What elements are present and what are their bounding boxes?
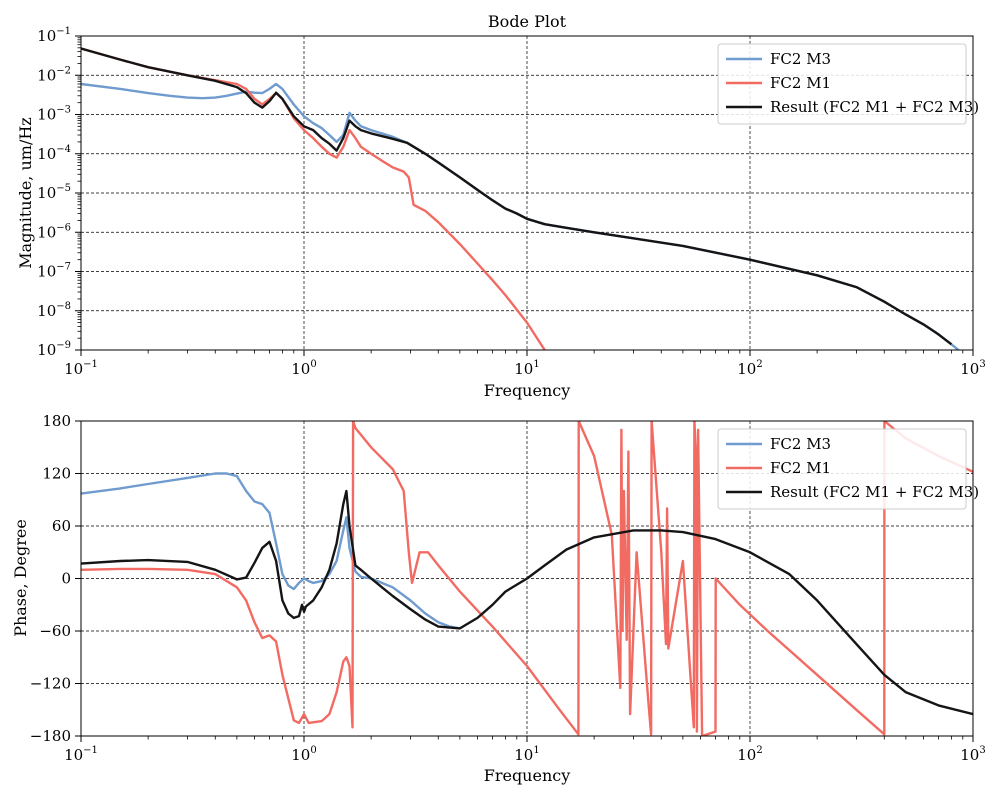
y-tick-label: 10−5 <box>37 183 71 202</box>
y-tick-label: −180 <box>30 727 71 745</box>
x-tick-base: 10 <box>291 360 310 378</box>
phase-xlabel: Frequency <box>484 766 571 785</box>
x-tick-base: 10 <box>514 360 533 378</box>
legend-label-3: Result (FC2 M1 + FC2 M3) <box>770 98 979 116</box>
y-tick-label: 0 <box>61 570 71 588</box>
y-tick-base: 10 <box>37 145 56 163</box>
y-tick-base: 10 <box>37 223 56 241</box>
y-tick-base: 10 <box>37 106 56 124</box>
x-tick-exponent: 3 <box>979 745 985 756</box>
y-tick-exponent: −7 <box>56 262 71 273</box>
x-tick-label: 102 <box>737 745 762 764</box>
x-tick-base: 10 <box>64 360 83 378</box>
x-tick-exponent: −1 <box>83 745 98 756</box>
x-tick-label: 101 <box>514 745 539 764</box>
x-tick-label: 10−1 <box>64 359 98 378</box>
x-tick-label: 100 <box>291 745 316 764</box>
magnitude-title: Bode Plot <box>488 12 567 31</box>
x-tick-base: 10 <box>737 360 756 378</box>
phase-ylabel: Phase, Degree <box>11 519 30 637</box>
y-tick-base: 10 <box>37 263 56 281</box>
magnitude-plot-frame <box>80 35 974 351</box>
legend-label-1: FC2 M3 <box>770 50 831 68</box>
x-tick-base: 10 <box>960 746 979 764</box>
x-tick-label: 102 <box>737 359 762 378</box>
y-tick-exponent: −3 <box>56 105 71 116</box>
magnitude-ylabel: Magnitude, um/Hz <box>16 117 35 268</box>
y-tick-label: 10−8 <box>37 301 71 320</box>
y-tick-exponent: −4 <box>56 144 71 155</box>
y-tick-base: 10 <box>37 341 56 359</box>
series-line-1 <box>81 472 461 630</box>
y-tick-label: 10−2 <box>37 65 71 84</box>
x-tick-base: 10 <box>291 746 310 764</box>
magnitude-ticks: 10−1 100 101 102 10310−110−210−310−410−510−6… <box>37 26 986 378</box>
x-tick-label: 100 <box>291 359 316 378</box>
x-tick-label: 10−1 <box>64 745 98 764</box>
y-tick-label: 10−3 <box>37 105 71 124</box>
legend-label-2: FC2 M1 <box>770 459 831 477</box>
magnitude-legend: FC2 M3 FC2 M1 Result (FC2 M1 + FC2 M3) <box>717 43 979 125</box>
y-tick-base: 10 <box>37 66 56 84</box>
magnitude-series <box>81 47 961 350</box>
phase-legend: FC2 M3 FC2 M1 Result (FC2 M1 + FC2 M3) <box>717 428 979 510</box>
y-tick-exponent: −8 <box>56 301 71 312</box>
y-tick-label: −120 <box>30 675 71 693</box>
series-line-3 <box>81 47 953 346</box>
x-tick-exponent: −1 <box>83 359 98 370</box>
magnitude-xlabel: Frequency <box>484 381 571 400</box>
y-tick-label: −60 <box>39 622 71 640</box>
legend-box <box>717 428 967 510</box>
y-tick-base: 10 <box>37 27 56 45</box>
series-line-2 <box>81 421 973 736</box>
x-tick-label: 103 <box>960 745 985 764</box>
series-line-2 <box>81 47 546 350</box>
legend-box <box>717 43 967 125</box>
x-tick-base: 10 <box>514 746 533 764</box>
x-tick-exponent: 0 <box>310 359 316 370</box>
y-tick-exponent: −5 <box>56 183 71 194</box>
legend-label-3: Result (FC2 M1 + FC2 M3) <box>770 483 979 501</box>
x-tick-base: 10 <box>64 746 83 764</box>
x-tick-exponent: 0 <box>310 745 316 756</box>
y-tick-exponent: −2 <box>56 65 71 76</box>
y-tick-label: 180 <box>42 412 71 430</box>
y-tick-label: 10−1 <box>37 26 71 45</box>
phase-plot-frame <box>80 420 974 737</box>
y-tick-label: 120 <box>42 465 71 483</box>
legend-label-2: FC2 M1 <box>770 74 831 92</box>
x-tick-exponent: 3 <box>979 359 985 370</box>
y-tick-exponent: −6 <box>56 222 71 233</box>
x-tick-base: 10 <box>737 746 756 764</box>
x-tick-exponent: 2 <box>756 359 762 370</box>
x-tick-exponent: 1 <box>533 359 539 370</box>
series-line-3 <box>81 489 973 716</box>
y-tick-base: 10 <box>37 302 56 320</box>
y-tick-label: 10−6 <box>37 222 71 241</box>
y-tick-exponent: −1 <box>56 26 71 37</box>
x-tick-label: 101 <box>514 359 539 378</box>
y-tick-label: 60 <box>52 517 71 535</box>
y-tick-label: 10−7 <box>37 262 71 281</box>
y-tick-label: 10−9 <box>37 340 71 359</box>
x-tick-exponent: 2 <box>756 745 762 756</box>
phase-series <box>81 421 973 736</box>
legend-label-1: FC2 M3 <box>770 435 831 453</box>
y-tick-exponent: −9 <box>56 340 71 351</box>
x-tick-base: 10 <box>960 360 979 378</box>
x-tick-exponent: 1 <box>533 745 539 756</box>
y-tick-base: 10 <box>37 184 56 202</box>
x-tick-label: 103 <box>960 359 985 378</box>
magnitude-panel: Bode Plot 10−1 100 101 102 10310−110−210−310… <box>16 12 986 400</box>
y-tick-label: 10−4 <box>37 144 71 163</box>
